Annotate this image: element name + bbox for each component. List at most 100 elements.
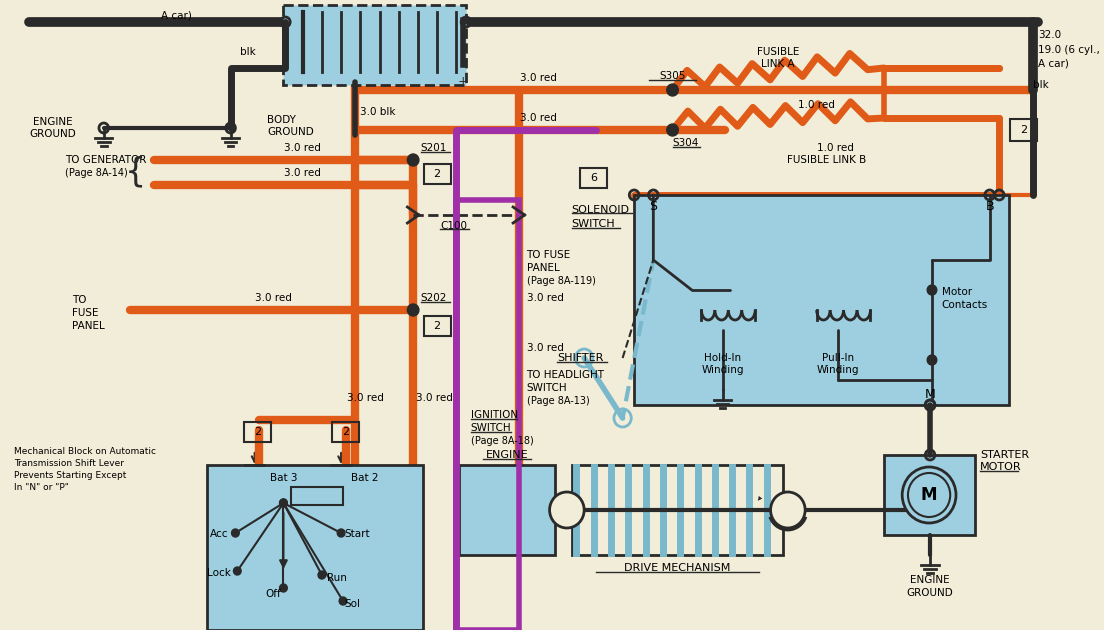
Bar	[459, 465, 555, 555]
Text: blk: blk	[241, 47, 256, 57]
Text: 3.0 red: 3.0 red	[284, 168, 321, 178]
Text: Sol: Sol	[344, 599, 360, 609]
Text: 3.0 red: 3.0 red	[520, 113, 556, 123]
Circle shape	[279, 499, 287, 507]
Bar	[581, 168, 607, 188]
Circle shape	[667, 84, 678, 96]
Bar	[206, 465, 423, 630]
Text: 3.0 red: 3.0 red	[416, 393, 453, 403]
Text: 3.0 red: 3.0 red	[527, 293, 563, 303]
Text: ENGINE: ENGINE	[910, 575, 949, 585]
Text: 2: 2	[1020, 125, 1027, 135]
Text: (Page 8A-119): (Page 8A-119)	[527, 276, 595, 286]
Text: Lock: Lock	[206, 568, 231, 578]
Text: Pull-In: Pull-In	[821, 353, 853, 363]
Text: Contacts: Contacts	[942, 300, 988, 310]
Text: 2: 2	[342, 427, 350, 437]
Text: Start: Start	[344, 529, 370, 539]
Text: 3.0 red: 3.0 red	[520, 73, 556, 83]
Text: TO HEADLIGHT: TO HEADLIGHT	[527, 370, 605, 380]
Text: SOLENOID: SOLENOID	[572, 205, 629, 215]
Text: M: M	[925, 389, 935, 401]
Text: S305: S305	[659, 71, 686, 81]
Text: TO: TO	[72, 295, 86, 305]
Bar	[244, 422, 270, 442]
Text: FUSIBLE LINK B: FUSIBLE LINK B	[787, 155, 866, 165]
Text: 2: 2	[434, 169, 440, 179]
Text: 1.0 red: 1.0 red	[817, 143, 853, 153]
Text: 3.0 red: 3.0 red	[284, 143, 321, 153]
Text: SWITCH: SWITCH	[527, 383, 567, 393]
Text: 32.0: 32.0	[1038, 30, 1061, 40]
Circle shape	[337, 529, 344, 537]
Text: {: {	[125, 156, 146, 188]
Text: Run: Run	[327, 573, 347, 583]
Text: Bat 2: Bat 2	[351, 473, 379, 483]
Text: MOTOR: MOTOR	[980, 462, 1021, 472]
Circle shape	[279, 584, 287, 592]
Text: IGNITION: IGNITION	[470, 410, 518, 420]
Text: Winding: Winding	[701, 365, 744, 375]
Text: FUSE: FUSE	[72, 308, 98, 318]
Bar	[572, 465, 783, 555]
Text: Transmission Shift Lever: Transmission Shift Lever	[14, 459, 125, 469]
Text: SWITCH: SWITCH	[470, 423, 511, 433]
Text: PANEL: PANEL	[72, 321, 105, 331]
Text: Acc: Acc	[210, 529, 229, 539]
Circle shape	[667, 124, 678, 136]
Text: 6: 6	[591, 173, 597, 183]
Text: B: B	[985, 200, 994, 214]
Text: S304: S304	[672, 138, 699, 148]
Text: Winding: Winding	[817, 365, 859, 375]
Circle shape	[550, 492, 584, 528]
Circle shape	[232, 529, 240, 537]
Text: S: S	[649, 200, 657, 214]
Text: GROUND: GROUND	[906, 588, 954, 598]
Bar	[332, 422, 359, 442]
Text: GROUND: GROUND	[30, 129, 76, 139]
Text: Mechanical Block on Automatic: Mechanical Block on Automatic	[14, 447, 157, 457]
Text: ENGINE: ENGINE	[33, 117, 73, 127]
Text: 3.0 blk: 3.0 blk	[360, 107, 396, 117]
Text: 2: 2	[434, 321, 440, 331]
Circle shape	[902, 467, 956, 523]
Circle shape	[927, 355, 937, 365]
Circle shape	[407, 304, 418, 316]
Bar	[884, 455, 975, 535]
Text: 1.0 red: 1.0 red	[798, 100, 835, 110]
Text: LINK A: LINK A	[762, 59, 795, 69]
Text: Motor: Motor	[942, 287, 972, 297]
Text: PANEL: PANEL	[527, 263, 560, 273]
Circle shape	[318, 571, 326, 579]
Text: S202: S202	[421, 293, 447, 303]
Text: +: +	[458, 75, 468, 88]
Text: SWITCH: SWITCH	[572, 219, 615, 229]
Text: (Page 8A-18): (Page 8A-18)	[470, 436, 533, 446]
Circle shape	[233, 567, 241, 575]
Text: FUSIBLE: FUSIBLE	[757, 47, 799, 57]
Text: GROUND: GROUND	[267, 127, 314, 137]
Bar	[634, 195, 1009, 405]
Text: BODY: BODY	[267, 115, 296, 125]
Circle shape	[771, 492, 805, 528]
Text: C100: C100	[440, 221, 467, 231]
Text: DRIVE MECHANISM: DRIVE MECHANISM	[624, 563, 731, 573]
Text: M: M	[921, 486, 937, 504]
Text: 2: 2	[254, 427, 261, 437]
Bar	[290, 487, 343, 505]
Bar	[424, 164, 450, 184]
Text: A car): A car)	[1038, 59, 1069, 69]
Circle shape	[927, 285, 937, 295]
Text: ENGINE: ENGINE	[486, 450, 529, 460]
Bar	[284, 5, 466, 85]
Text: STARTER: STARTER	[980, 450, 1029, 460]
Text: SHIFTER: SHIFTER	[558, 353, 604, 363]
Text: TO FUSE: TO FUSE	[527, 250, 571, 260]
Bar	[1010, 119, 1037, 141]
Text: 3.0 red: 3.0 red	[255, 293, 293, 303]
Text: TO GENERATOR: TO GENERATOR	[65, 155, 147, 165]
Circle shape	[339, 597, 347, 605]
Bar	[424, 316, 450, 336]
Text: Hold-In: Hold-In	[704, 353, 741, 363]
Text: In "N" or "P": In "N" or "P"	[14, 483, 70, 493]
